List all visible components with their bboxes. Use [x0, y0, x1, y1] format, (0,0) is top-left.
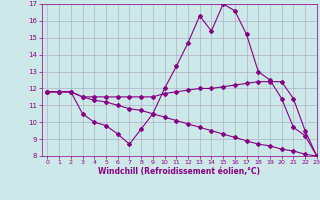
X-axis label: Windchill (Refroidissement éolien,°C): Windchill (Refroidissement éolien,°C) [98, 167, 260, 176]
